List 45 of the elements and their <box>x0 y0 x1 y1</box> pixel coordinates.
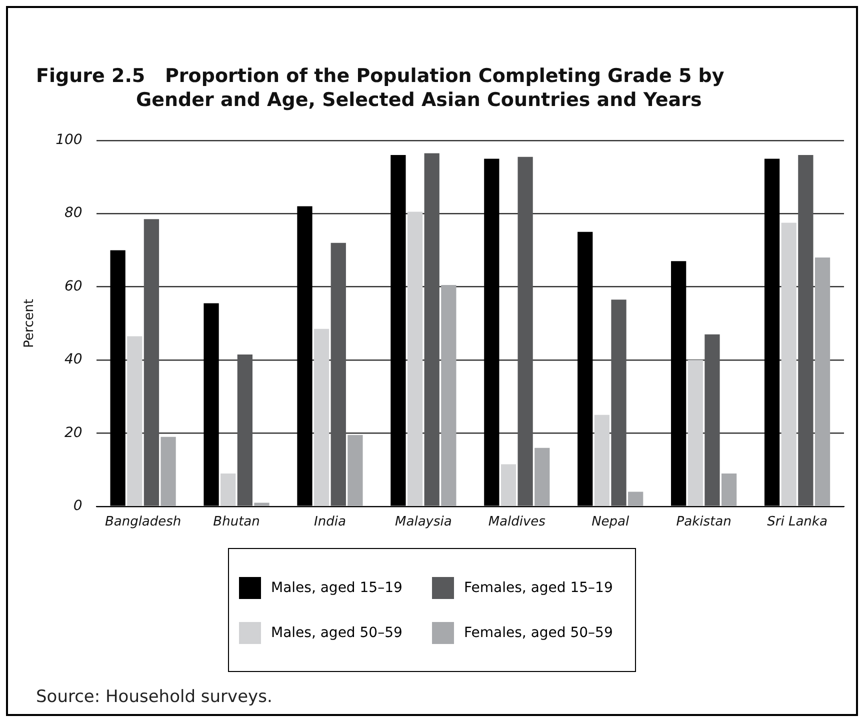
x-tick-label: Bangladesh <box>104 514 182 530</box>
y-tick-label: 80 <box>64 205 82 222</box>
y-tick-label: 100 <box>56 132 82 148</box>
bar <box>628 492 644 506</box>
legend-label: Females, aged 15–19 <box>464 580 613 596</box>
x-tick-label: Malaysia <box>395 514 452 530</box>
x-tick-label: Sri Lanka <box>767 514 828 530</box>
legend-label: Females, aged 50–59 <box>464 624 613 640</box>
x-tick-label: India <box>314 514 346 530</box>
y-tick-label: 20 <box>64 424 82 441</box>
bar <box>160 436 176 506</box>
bar <box>688 360 703 506</box>
source-note: Source: Household surveys. <box>36 687 272 707</box>
bar <box>314 328 330 506</box>
x-tick-label: Pakistan <box>676 514 732 530</box>
y-tick-label: 0 <box>73 498 82 514</box>
y-tick-label: 60 <box>64 278 82 294</box>
bar <box>798 155 814 506</box>
bar <box>781 222 796 506</box>
legend-label: Males, aged 15–19 <box>271 580 402 596</box>
bar <box>441 284 456 506</box>
y-tick-label: 40 <box>64 352 82 368</box>
y-axis-title: Percent <box>22 298 38 348</box>
bar <box>407 212 423 506</box>
bar <box>500 464 516 506</box>
bar <box>254 502 270 506</box>
bar <box>330 242 346 506</box>
x-tick-label: Bhutan <box>213 514 260 530</box>
legend-label: Males, aged 50–59 <box>271 624 402 640</box>
bar <box>518 156 533 506</box>
bar <box>534 448 550 506</box>
x-tick-label: Nepal <box>592 514 630 530</box>
bar <box>611 300 626 506</box>
bar <box>594 414 610 506</box>
bar <box>814 258 830 506</box>
bar <box>144 219 160 506</box>
bar <box>237 354 252 506</box>
bar <box>127 336 142 506</box>
chart-title: Figure 2.5 Proportion of the Population Completing Grade 5 by Gender and Age, Selected Asian Countries and Years <box>36 64 726 112</box>
bar <box>704 334 720 506</box>
bar <box>220 473 236 506</box>
bar <box>721 473 737 506</box>
x-tick-label: Maldives <box>488 514 546 530</box>
bar <box>348 435 363 506</box>
bar <box>424 153 440 506</box>
